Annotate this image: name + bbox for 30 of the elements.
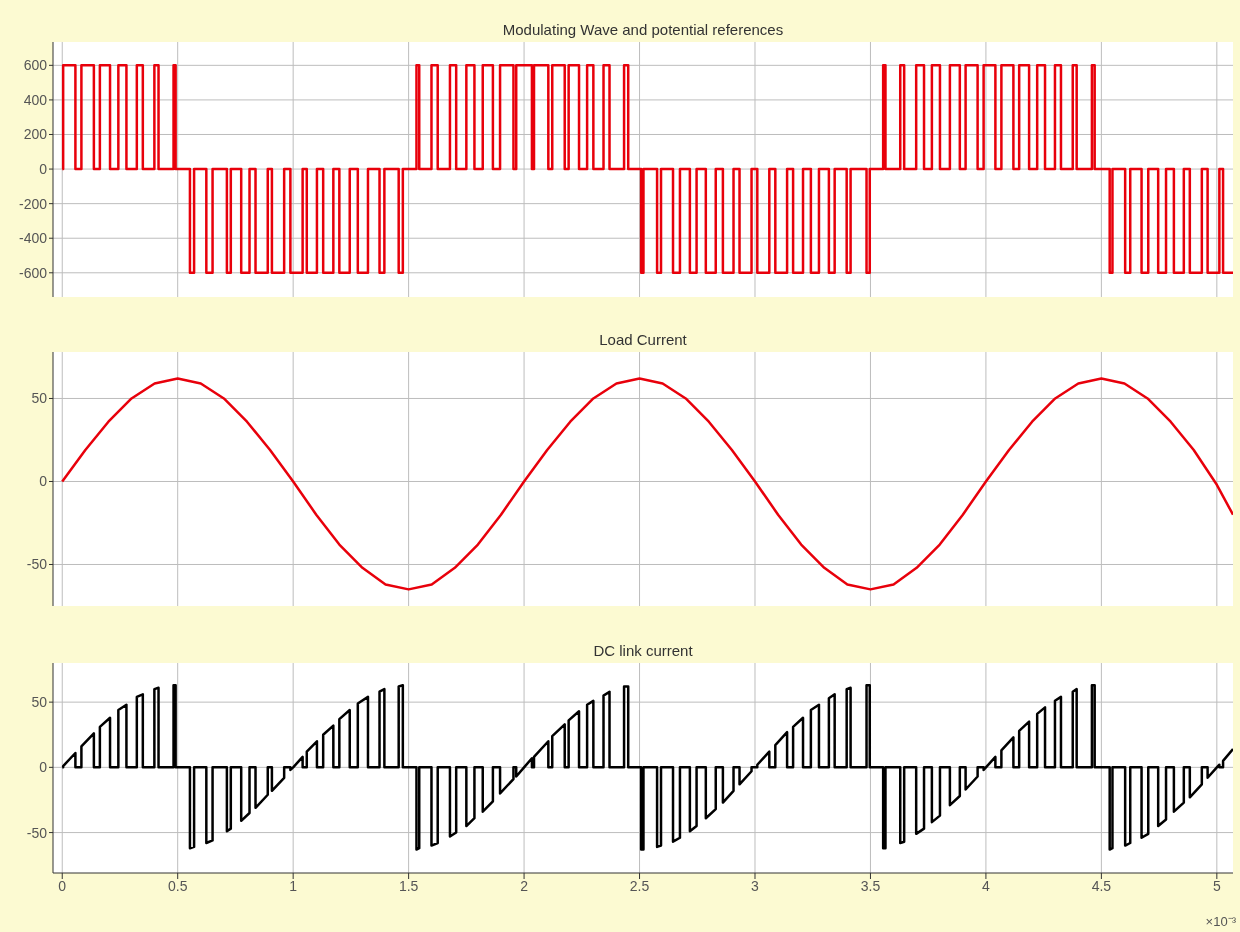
y-tick-label: -50 bbox=[26, 824, 48, 841]
chart-title: Load Current bbox=[598, 331, 688, 348]
x-tick-label: 0.5 bbox=[167, 877, 188, 894]
y-tick-label: -400 bbox=[18, 230, 48, 247]
y-tick-label: 50 bbox=[31, 694, 48, 711]
text: ×10⁻³ bbox=[1205, 913, 1236, 930]
chart-title: Modulating Wave and potential references bbox=[501, 21, 785, 38]
y-tick-label: -600 bbox=[18, 264, 48, 281]
y-tick-label: 0 bbox=[39, 473, 48, 490]
y-tick-label: 50 bbox=[31, 390, 48, 407]
x-tick-label: 4 bbox=[982, 877, 991, 894]
x-tick-label: 2.5 bbox=[629, 877, 650, 894]
y-tick-label: -200 bbox=[18, 195, 48, 212]
x-tick-label: 1 bbox=[289, 877, 298, 894]
x-tick-label: 3 bbox=[751, 877, 760, 894]
chart-title: DC link current bbox=[592, 642, 694, 659]
y-tick-label: 200 bbox=[23, 126, 48, 143]
x-tick-label: 3.5 bbox=[860, 877, 881, 894]
x-tick-label: 0 bbox=[58, 877, 67, 894]
y-tick-label: 400 bbox=[23, 91, 48, 108]
x-tick-label: 4.5 bbox=[1091, 877, 1112, 894]
y-tick-label: -50 bbox=[26, 556, 48, 573]
x-tick-label: 2 bbox=[520, 877, 529, 894]
y-tick-label: 0 bbox=[39, 759, 48, 776]
y-tick-label: 600 bbox=[23, 57, 48, 74]
x-tick-label: 1.5 bbox=[398, 877, 419, 894]
line-series bbox=[60, 683, 1233, 851]
y-tick-label: 0 bbox=[39, 161, 48, 178]
x-tick-label: 5 bbox=[1212, 877, 1221, 894]
line-series bbox=[60, 377, 1233, 591]
